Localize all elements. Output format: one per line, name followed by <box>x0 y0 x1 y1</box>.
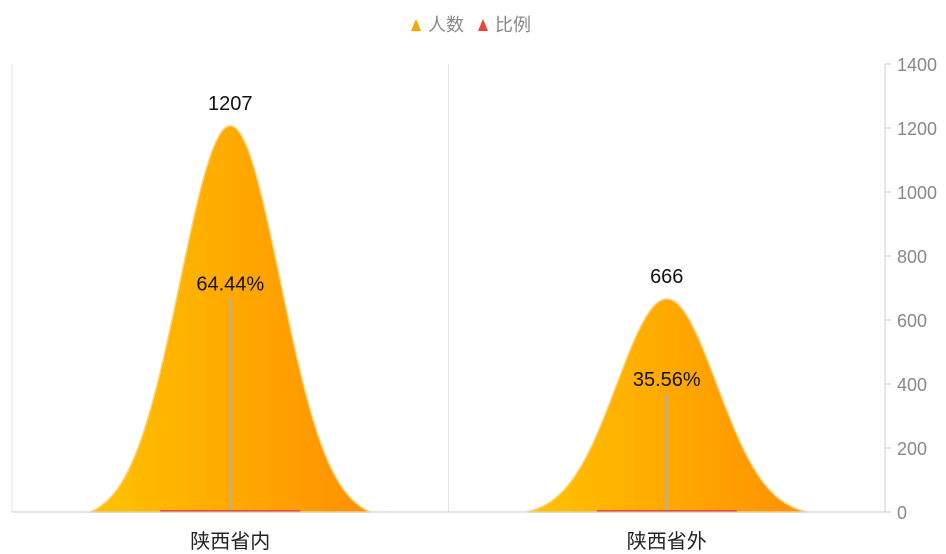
x-axis: 陕西省内 陕西省外 <box>12 511 885 553</box>
y-tick-label: 600 <box>897 311 927 331</box>
value-label-2: 666 <box>650 266 683 288</box>
legend-marker-count[interactable] <box>411 19 421 31</box>
grid <box>11 64 449 512</box>
y-tick-label: 200 <box>897 439 927 459</box>
legend-label-count[interactable]: 人数 <box>428 15 464 35</box>
ratio-label-1: 64.44% <box>196 273 264 295</box>
ratio-base-2 <box>596 510 737 512</box>
y-tick-label: 0 <box>897 503 907 523</box>
legend-label-ratio[interactable]: 比例 <box>495 15 531 35</box>
category-label-2: 陕西省外 <box>627 530 707 553</box>
ratio-stems <box>160 298 737 512</box>
y-tick-label: 1400 <box>897 55 937 75</box>
y-axis: 0 200 400 600 800 1000 1200 1400 <box>884 55 937 523</box>
ratio-base-1 <box>160 510 301 512</box>
y-tick-label: 1000 <box>897 183 937 203</box>
y-tick-label: 1200 <box>897 119 937 139</box>
y-tick-label: 800 <box>897 247 927 267</box>
y-tick-label: 400 <box>897 375 927 395</box>
data-labels: 1207 64.44% 666 35.56% <box>196 93 701 391</box>
category-label-1: 陕西省内 <box>190 530 270 553</box>
legend: 人数 比例 <box>411 15 531 35</box>
value-label-1: 1207 <box>208 93 253 115</box>
ratio-label-2: 35.56% <box>633 369 701 391</box>
legend-marker-ratio[interactable] <box>478 19 488 31</box>
